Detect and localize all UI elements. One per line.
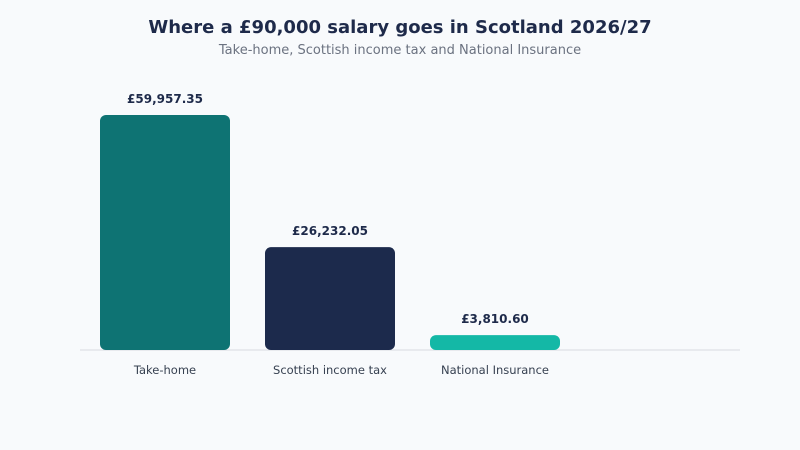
chart-title: Where a £90,000 salary goes in Scotland … <box>148 17 652 38</box>
category-label-scottish-income-tax: Scottish income tax <box>273 363 387 377</box>
category-label-national-insurance: National Insurance <box>441 363 549 377</box>
chart-subtitle: Take-home, Scottish income tax and Natio… <box>218 43 582 58</box>
bar-national-insurance <box>430 335 560 350</box>
category-label-take-home: Take-home <box>133 363 196 377</box>
value-label-scottish-income-tax: £26,232.05 <box>292 224 368 238</box>
value-label-take-home: £59,957.35 <box>127 92 203 106</box>
value-label-national-insurance: £3,810.60 <box>461 312 529 326</box>
bar-scottish-income-tax <box>265 247 395 350</box>
bar-take-home <box>100 115 230 350</box>
